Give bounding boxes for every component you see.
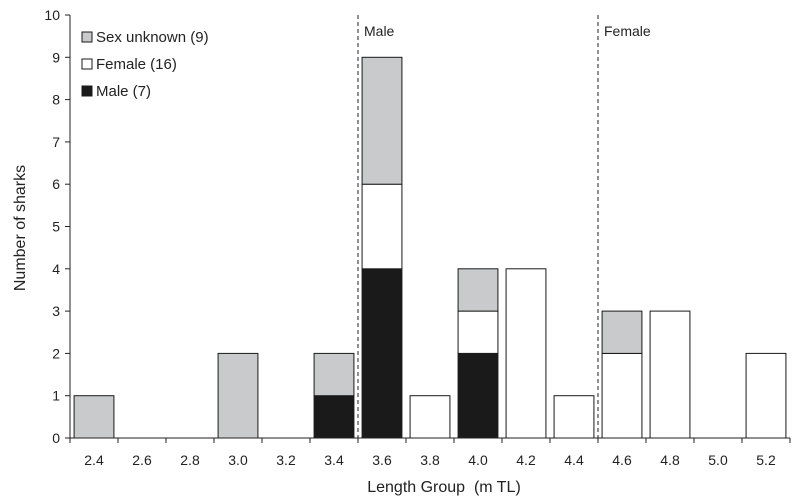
x-tick-label-3.0: 3.0 [228, 452, 248, 468]
x-tick-label-2.6: 2.6 [132, 452, 152, 468]
legend-label-1: Female (16) [96, 56, 177, 73]
y-tick-label-7: 7 [52, 134, 60, 150]
x-tick-label-3.2: 3.2 [276, 452, 296, 468]
y-tick-label-8: 8 [52, 92, 60, 108]
bar-segment-5.2-s1 [745, 352, 787, 439]
x-axis-title: Length Group (m TL) [367, 479, 521, 496]
y-tick-label-6: 6 [52, 176, 60, 192]
legend-label-2: Male (7) [96, 83, 151, 100]
y-tick-label-0: 0 [52, 430, 60, 446]
x-tick-label-4.6: 4.6 [612, 452, 632, 468]
ref-line-label-female: Female [604, 23, 651, 39]
x-tick-label-2.8: 2.8 [180, 452, 200, 468]
x-tick-label-5.0: 5.0 [708, 452, 728, 468]
y-tick-label-2: 2 [52, 345, 60, 361]
legend-swatch-0 [81, 31, 93, 43]
x-tick-label-3.6: 3.6 [372, 452, 392, 468]
bar-segment-3.4-s2 [313, 352, 355, 397]
bar-segment-3.0-s2 [217, 352, 259, 439]
bar-segment-2.4-s2 [73, 395, 115, 439]
x-tick-label-4.2: 4.2 [516, 452, 536, 468]
bar-segment-3.6-s1 [361, 183, 403, 270]
y-tick-label-5: 5 [52, 219, 60, 235]
bars [73, 56, 787, 439]
bar-segment-4.0-s2 [457, 268, 499, 312]
bar-segment-3.6-s2 [361, 56, 403, 185]
y-tick-label-10: 10 [44, 7, 60, 23]
bar-segment-4.8-s1 [649, 310, 691, 439]
y-axis-title: Number of sharks [12, 165, 29, 291]
x-tick-label-4.8: 4.8 [660, 452, 680, 468]
bar-segment-3.4-s0 [313, 395, 355, 439]
bar-segment-3.6-s0 [361, 268, 403, 439]
x-tick-label-2.4: 2.4 [84, 452, 104, 468]
legend-swatch-2 [81, 85, 93, 97]
y-tick-label-1: 1 [52, 388, 60, 404]
legend-swatch-1 [81, 58, 93, 70]
legend: Sex unknown (9) Female (16) Male (7) [81, 29, 209, 100]
bar-segment-4.6-s2 [601, 310, 643, 354]
bar-segment-4.2-s1 [505, 268, 547, 439]
legend-label-0: Sex unknown (9) [96, 29, 209, 46]
bar-segment-4.6-s1 [601, 352, 643, 439]
y-tick-label-3: 3 [52, 303, 60, 319]
bar-segment-3.8-s1 [409, 395, 451, 439]
x-tick-label-4.0: 4.0 [468, 452, 488, 468]
x-tick-label-3.8: 3.8 [420, 452, 440, 468]
bar-segment-4.0-s0 [457, 352, 499, 439]
x-tick-label-4.4: 4.4 [564, 452, 584, 468]
bar-segment-4.0-s1 [457, 310, 499, 354]
ref-line-label-male: Male [364, 23, 395, 39]
y-tick-label-9: 9 [52, 49, 60, 65]
reference-lines: Male Female [357, 15, 651, 438]
y-tick-label-4: 4 [52, 261, 60, 277]
x-tick-label-3.4: 3.4 [324, 452, 344, 468]
axes: 0 1 2 3 4 5 6 7 8 9 10 2.4 2.6 2.8 3.0 3.2 3.4 3.6 3.8 4.0 4… [44, 7, 791, 468]
bar-segment-4.4-s1 [553, 395, 595, 439]
x-tick-label-5.2: 5.2 [756, 452, 776, 468]
